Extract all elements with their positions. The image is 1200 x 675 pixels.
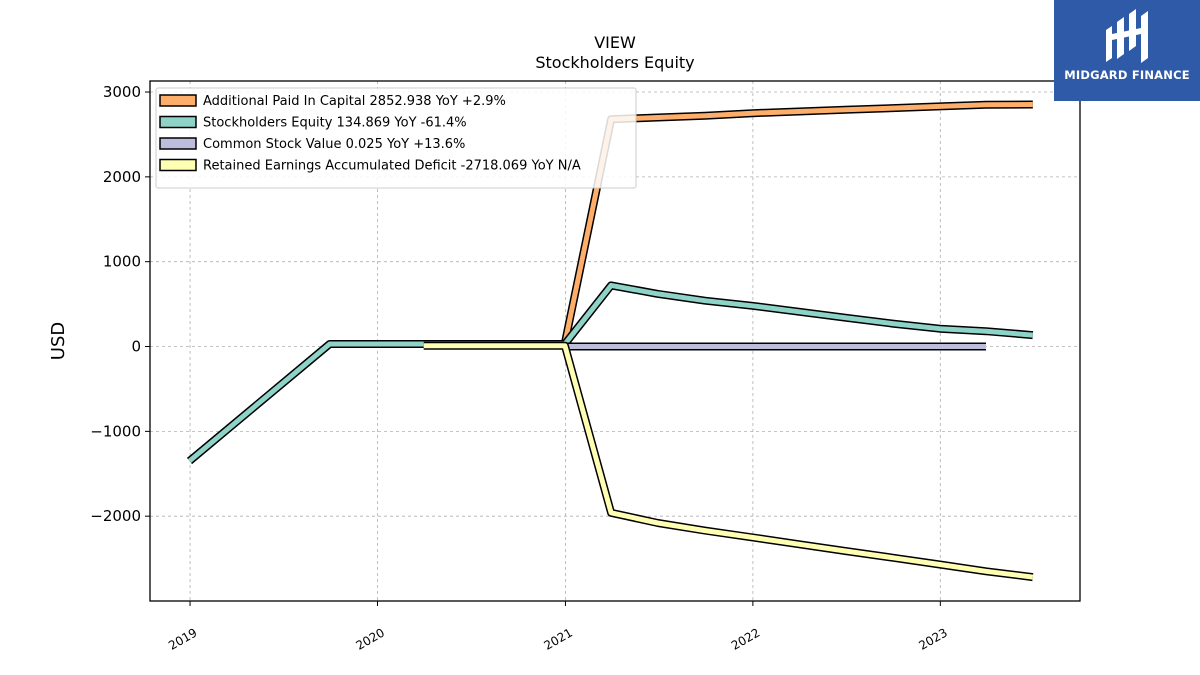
data-point (843, 315, 848, 320)
series-1 (186, 281, 1035, 465)
series-3 (421, 341, 1035, 582)
data-point (984, 344, 989, 349)
chart-title: VIEW (594, 33, 636, 52)
data-point (890, 321, 895, 326)
x-tick-label: 2019 (166, 625, 199, 652)
data-point (1030, 333, 1035, 338)
y-tick-label: 2000 (103, 168, 141, 186)
y-axis-label: USD (48, 322, 69, 360)
series-0 (560, 100, 1035, 344)
x-tick-label: 2023 (916, 625, 949, 652)
y-tick-label: 0 (131, 338, 141, 356)
data-point (609, 344, 614, 349)
legend-label: Additional Paid In Capital 2852.938 YoY … (203, 94, 506, 109)
series-line (187, 282, 1034, 463)
data-point (327, 341, 332, 346)
data-point (890, 344, 895, 349)
legend-swatch (159, 137, 197, 150)
data-point (937, 104, 942, 109)
logo-mark-icon (1106, 9, 1148, 63)
data-point (703, 298, 708, 303)
data-point (984, 102, 989, 107)
data-point (703, 344, 708, 349)
data-point (937, 344, 942, 349)
brand-name: MIDGARD FINANCE (1064, 68, 1190, 82)
data-point (187, 459, 192, 464)
data-point (703, 528, 708, 533)
data-point (1030, 102, 1035, 107)
data-point (890, 555, 895, 560)
plot-frame (149, 80, 1081, 602)
data-point (984, 569, 989, 574)
data-point (515, 343, 520, 348)
data-point (750, 344, 755, 349)
data-point (796, 309, 801, 314)
data-point (796, 542, 801, 547)
series-line (562, 102, 1033, 344)
x-tick-label: 2020 (354, 625, 387, 652)
data-point (468, 343, 473, 348)
data-point (937, 562, 942, 567)
y-tick-label: −2000 (90, 507, 141, 525)
legend-label: Retained Earnings Accumulated Deficit -2… (203, 159, 581, 174)
legend-label: Common Stock Value 0.025 YoY +13.6% (203, 137, 465, 152)
data-point (655, 520, 660, 525)
data-point (703, 113, 708, 118)
data-point (750, 535, 755, 540)
series-layer (186, 100, 1035, 582)
data-point (843, 548, 848, 553)
legend-swatch (159, 94, 197, 107)
legend: Additional Paid In Capital 2852.938 YoY … (155, 87, 637, 189)
data-point (655, 344, 660, 349)
data-point (984, 329, 989, 334)
legend-label: Stockholders Equity 134.869 YoY -61.4% (203, 116, 467, 131)
series-2 (564, 342, 989, 351)
data-point (937, 326, 942, 331)
legend-swatch (159, 115, 197, 129)
series-line (423, 343, 1034, 580)
data-point (421, 343, 426, 348)
series-line-outline (423, 341, 1034, 582)
chart-subtitle: Stockholders Equity (535, 53, 694, 72)
series-line-outline (186, 281, 1034, 465)
data-point (890, 106, 895, 111)
data-point (796, 344, 801, 349)
y-tick-label: 1000 (103, 253, 141, 271)
x-tick-label: 2022 (729, 625, 762, 652)
data-point (562, 343, 567, 348)
legend-swatch (159, 158, 197, 172)
data-point (609, 510, 614, 515)
data-point (843, 107, 848, 112)
data-point (655, 115, 660, 120)
data-point (655, 291, 660, 296)
data-point (609, 283, 614, 288)
y-tick-label: 3000 (103, 83, 141, 101)
y-tick-label: −1000 (90, 422, 141, 440)
data-point (750, 303, 755, 308)
data-point (843, 344, 848, 349)
brand-logo: MIDGARD FINANCE (1054, 0, 1200, 101)
legend-box (155, 87, 637, 189)
data-point (796, 109, 801, 114)
data-point (750, 111, 755, 116)
x-tick-label: 2021 (541, 625, 574, 652)
data-point (374, 341, 379, 346)
data-point (1030, 575, 1035, 580)
